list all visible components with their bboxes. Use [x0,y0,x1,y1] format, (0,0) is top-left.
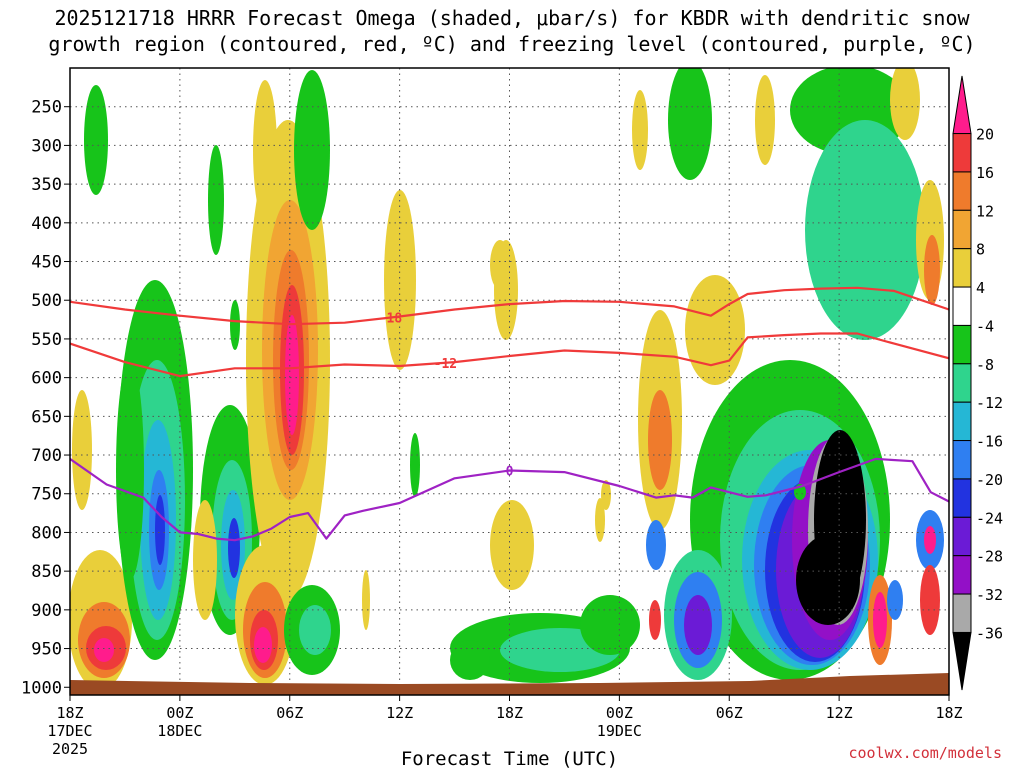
colorbar: 20 16 12 8 4 -4 -8 -12 -16 -20 -24 -28 -32 -36 [952,75,1003,691]
y-tick-label: 900 [31,601,62,621]
colorbar-bottom-arrow [952,631,972,691]
colorbar-top-arrow [952,75,972,135]
x-tick-label: 00Z [606,704,633,722]
contour-freezing-level [70,457,949,542]
y-tick-label: 600 [31,369,62,389]
colorbar-label: -4 [976,317,994,335]
colorbar-label: -24 [976,509,1003,527]
y-tick-label: 650 [31,407,62,427]
colorbar-swatch [952,286,972,326]
colorbar-swatch [952,363,972,403]
terrain-strip [70,673,949,695]
y-tick-label: 950 [31,640,62,660]
y-tick-label: 550 [31,330,62,350]
colorbar-swatch [952,171,972,211]
y-tick-label: 300 [31,136,62,156]
x-tick-year: 2025 [52,740,88,758]
chart-title-line-2: growth region (contoured, red, ºC) and f… [48,32,976,56]
colorbar-label: -8 [976,356,994,374]
y-tick-label: 250 [31,98,62,118]
colorbar-label: -16 [976,433,1003,451]
colorbar-label: -20 [976,471,1003,489]
chart-title-line-1: 2025121718 HRRR Forecast Omega (shaded, … [54,6,970,30]
x-tick-label: 12Z [386,704,413,722]
colorbar-swatch [952,555,972,595]
contour-dgz-bottom [70,332,949,378]
colorbar-swatch [952,133,972,173]
x-tick-date: 17DEC [47,722,92,740]
y-tick-label: 400 [31,214,62,234]
y-tick-label: 500 [31,291,62,311]
y-tick-label: 700 [31,446,62,466]
colorbar-swatch [952,516,972,557]
y-tick-label: 450 [31,253,62,273]
colorbar-swatch [952,248,972,288]
colorbar-swatch [952,324,972,365]
y-tick-label: 350 [31,175,62,195]
colorbar-swatch [952,478,972,518]
contour-label-freezing-level: 0 [506,465,514,480]
colorbar-label: 12 [976,202,994,220]
contour-lines: -18 -12 0 [70,286,949,542]
contour-label-dgz-bottom: -12 [434,357,457,372]
colorbar-swatch [952,209,972,250]
y-axis: 250 300 350 400 450 500 550 600 650 700 750 800 850 9… [21,98,70,698]
colorbar-label: -28 [976,548,1003,566]
colorbar-label: -32 [976,586,1003,604]
colorbar-label: -12 [976,394,1003,412]
x-tick-label: 18Z [935,704,962,722]
x-tick-label: 06Z [716,704,743,722]
y-tick-label: 850 [31,562,62,582]
x-tick-date: 18DEC [157,722,202,740]
x-axis-title: Forecast Time (UTC) [401,748,618,768]
colorbar-swatch [952,440,972,480]
y-tick-label: 750 [31,485,62,505]
x-tick-label: 00Z [166,704,193,722]
colorbar-swatch [952,593,972,633]
y-tick-label: 1000 [21,678,62,698]
x-tick-label: 18Z [496,704,523,722]
x-tick-label: 12Z [826,704,853,722]
credit-annotation: coolwx.com/models [848,744,1002,762]
x-tick-label: 18Z [56,704,83,722]
contour-label-dgz-top: -18 [379,312,403,327]
x-tick-date: 19DEC [597,722,642,740]
colorbar-swatch [952,401,972,442]
colorbar-label: -36 [976,624,1003,642]
x-tick-label: 06Z [276,704,303,722]
colorbar-label: 8 [976,241,985,259]
omega-shading [70,68,944,690]
colorbar-label: 4 [976,279,985,297]
colorbar-label: 20 [976,126,994,144]
y-tick-label: 800 [31,523,62,543]
contour-dgz-top [70,286,949,326]
colorbar-label: 16 [976,164,994,182]
